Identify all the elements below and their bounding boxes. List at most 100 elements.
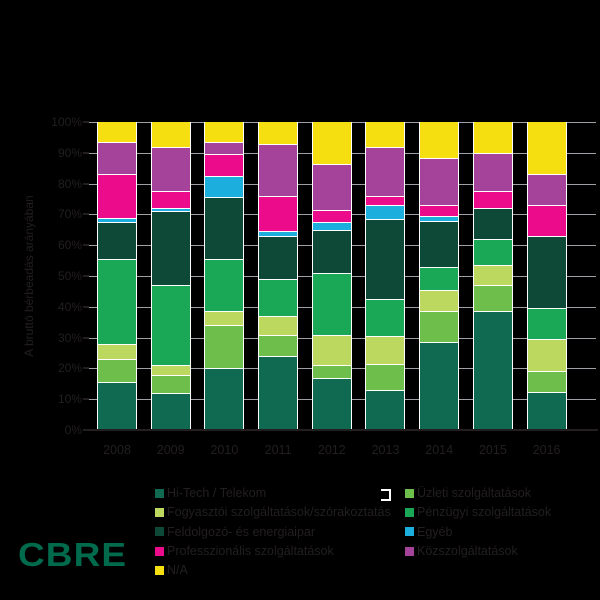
plot-area: [88, 122, 596, 431]
x-tick-label-2011: 2011: [264, 443, 292, 457]
bar-segment: [259, 334, 298, 357]
y-tick-mark: [83, 275, 89, 277]
bar-segment: [473, 122, 512, 153]
legend-label: Hi-Tech / Telekom: [167, 486, 267, 501]
bar-segment: [259, 122, 298, 144]
bar-2013: [365, 122, 406, 430]
y-tick-mark: [83, 182, 89, 185]
legend-swatch: [155, 527, 164, 537]
legend-item: Pénzügyi szolgáltatások: [405, 505, 552, 520]
bar-segment: [151, 146, 190, 192]
bar-segment: [420, 266, 459, 290]
x-axis-line: [85, 429, 598, 431]
legend-label: Üzleti szolgáltatások: [417, 486, 531, 501]
y-axis-title-text: A bruttó bérbeadás arányában: [22, 195, 36, 357]
bar-segment: [205, 154, 244, 176]
bar-segment: [259, 196, 298, 232]
y-tick-label: 10%: [57, 392, 82, 407]
bar-segment: [259, 236, 298, 280]
bar-segment: [205, 122, 244, 143]
bar-segment: [312, 365, 351, 378]
bar-segment: [420, 289, 459, 312]
x-tick-label-2012: 2012: [317, 443, 346, 457]
legend-label: Professzionális szolgáltatások: [167, 544, 334, 559]
bar-segment: [151, 208, 190, 212]
legend-item: Hi-Tech / Telekom: [155, 486, 391, 501]
bar-segment: [366, 146, 405, 196]
bar-2009: [150, 122, 191, 430]
x-tick-label-2016: 2016: [532, 443, 561, 457]
bar-segment: [259, 356, 298, 430]
legend-label: Pénzügyi szolgáltatások: [417, 505, 552, 520]
bar-segment: [312, 377, 351, 430]
legend-right-column: Üzleti szolgáltatások Pénzügyi szolgáltat…: [405, 486, 552, 559]
bar-segment: [151, 122, 190, 147]
bar-segment: [259, 316, 298, 335]
bar-segment: [205, 311, 244, 326]
y-tick-label: 70%: [57, 207, 82, 222]
bar-segment: [151, 365, 190, 375]
bar-segment: [151, 191, 190, 209]
bar-segment: [527, 371, 566, 392]
bars-group: [88, 122, 594, 430]
bar-segment: [98, 222, 136, 260]
bar-segment: [366, 336, 405, 364]
x-tick-label-2009: 2009: [156, 443, 185, 457]
bar-segment: [473, 239, 512, 266]
bar-segment: [473, 265, 512, 286]
white-square-outline-icon: [381, 489, 391, 501]
bar-segment: [527, 235, 566, 309]
legend-item: Üzleti szolgáltatások: [405, 486, 551, 501]
bar-segment: [312, 222, 351, 230]
bar-segment: [98, 174, 136, 218]
legend-item: Egyéb: [405, 524, 551, 539]
legend-item: Feldolgozó- és energiaipar: [155, 525, 391, 539]
bar-segment: [473, 152, 512, 192]
bar-segment: [312, 334, 351, 366]
bar-2012: [311, 122, 352, 430]
bar-segment: [420, 216, 459, 221]
legend-item: Professzionális szolgáltatások: [155, 544, 391, 559]
bar-2010: [204, 122, 245, 430]
y-tick-label: 30%: [57, 330, 82, 345]
x-tick-label-2014: 2014: [425, 443, 454, 457]
bar-segment: [259, 231, 298, 237]
legend-swatch: [405, 527, 414, 537]
legend-item: N/A: [155, 563, 391, 577]
y-tick-mark: [83, 121, 89, 123]
cbre-logo: CBRE: [18, 536, 128, 573]
bar-segment: [98, 382, 136, 430]
bar-segment: [312, 163, 351, 210]
bar-segment: [205, 325, 244, 369]
bar-segment: [473, 285, 512, 312]
bar-segment: [473, 311, 512, 430]
bar-segment: [366, 195, 405, 206]
legend-label: Közszolgáltatások: [417, 544, 518, 559]
y-tick-mark: [83, 213, 89, 216]
y-tick-mark: [83, 398, 89, 401]
bar-segment: [98, 217, 136, 223]
y-tick-label: 20%: [57, 361, 82, 376]
legend-label: Egyéb: [417, 524, 453, 539]
bar-segment: [527, 122, 566, 175]
bar-segment: [205, 259, 244, 312]
bar-segment: [420, 220, 459, 267]
bar-segment: [527, 391, 566, 430]
bar-segment: [527, 174, 566, 206]
bar-segment: [527, 205, 566, 236]
bar-segment: [366, 122, 405, 147]
bar-segment: [366, 363, 405, 390]
bar-segment: [312, 209, 351, 223]
bar-segment: [366, 205, 405, 220]
bar-segment: [98, 359, 136, 383]
legend-swatch: [155, 546, 164, 556]
bar-segment: [527, 339, 566, 372]
bar-segment: [205, 175, 244, 198]
x-tick-label-2010: 2010: [210, 443, 239, 457]
bar-segment: [312, 229, 351, 273]
y-tick-mark: [83, 151, 89, 154]
bar-2008: [97, 122, 137, 430]
legend-item: Közszolgáltatások: [405, 544, 551, 559]
bar-2011: [258, 122, 299, 430]
